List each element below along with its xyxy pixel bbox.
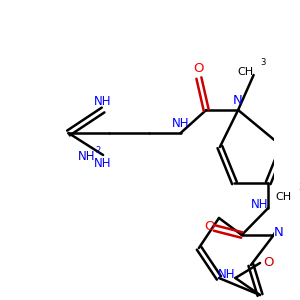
Text: CH: CH [276, 192, 292, 202]
Text: NH: NH [251, 199, 268, 212]
Text: O: O [194, 62, 204, 75]
Text: 2: 2 [96, 146, 101, 155]
Text: NH: NH [94, 157, 112, 170]
Text: N: N [274, 226, 284, 238]
Text: 3: 3 [260, 58, 266, 67]
Text: NH: NH [94, 95, 112, 108]
Text: O: O [204, 220, 214, 232]
Text: NH: NH [78, 151, 96, 164]
Text: 3: 3 [298, 183, 300, 192]
Text: NH: NH [218, 268, 236, 281]
Text: NH: NH [172, 117, 189, 130]
Text: N: N [233, 94, 243, 107]
Text: O: O [263, 256, 273, 269]
Text: CH: CH [238, 67, 254, 77]
